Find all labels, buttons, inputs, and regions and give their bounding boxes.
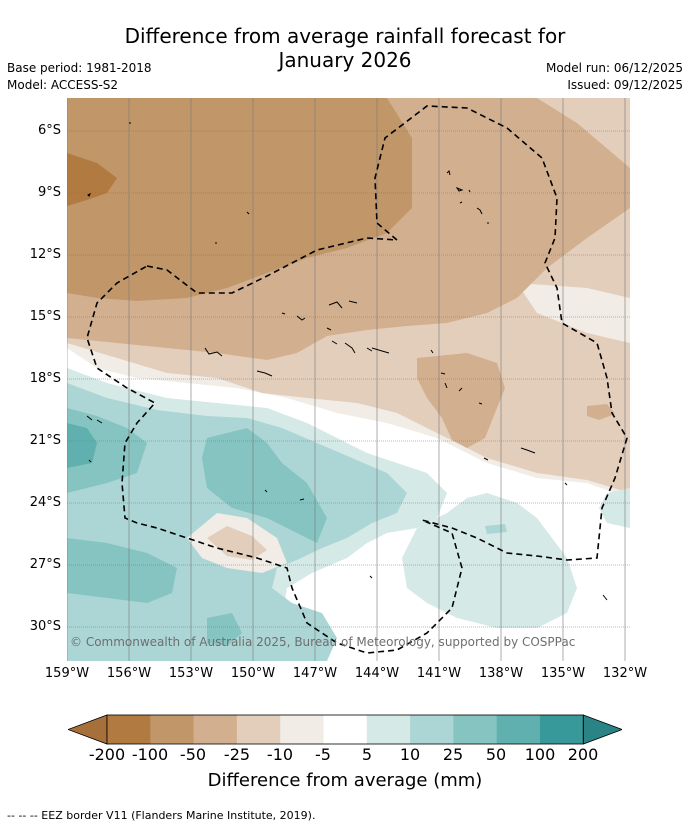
colorbar-segment: [540, 715, 584, 744]
wet-patch-50-southwest: [67, 538, 177, 603]
map-title: Difference from average rainfall forecas…: [0, 24, 690, 72]
lon-label-156w: 156°W: [106, 666, 152, 681]
colorbar-segment: [236, 715, 281, 744]
colorbar-title: Difference from average (mm): [207, 770, 483, 791]
cb-label-plus-50: 50: [485, 745, 507, 764]
lat-label-21s: 21°S: [29, 433, 61, 448]
colorbar-segment: [453, 715, 498, 744]
lat-label-27s: 27°S: [29, 557, 61, 572]
islands: [86, 122, 608, 601]
colorbar-frame: [106, 714, 584, 745]
lat-label-15s: 15°S: [29, 309, 61, 324]
colorbar-segment: [323, 715, 368, 744]
cb-label-minus-10: -10: [266, 745, 294, 764]
title-line-2: January 2026: [278, 48, 412, 72]
lon-label-153w: 153°W: [168, 666, 214, 681]
lat-label-6s: 6°S: [37, 123, 61, 138]
eez-legend-note: -- -- -- EEZ border V11 (Flanders Marine…: [7, 809, 316, 822]
model-run-date: Model run: 06/12/2025: [545, 61, 683, 75]
cb-label-minus-200: -200: [88, 745, 126, 764]
lat-label-18s: 18°S: [29, 371, 61, 386]
cb-label-plus-200: 200: [567, 745, 599, 764]
lat-label-9s: 9°S: [37, 185, 61, 200]
colorbar-segment: [280, 715, 324, 744]
cb-label-minus-25: -25: [223, 745, 251, 764]
colorbar-segment: [193, 715, 238, 744]
lon-label-138w: 138°W: [478, 666, 524, 681]
lat-label-24s: 24°S: [29, 495, 61, 510]
graticule: [67, 98, 630, 661]
colorbar-segment: [410, 715, 454, 744]
lon-label-144w: 144°W: [354, 666, 400, 681]
lon-label-135w: 135°W: [540, 666, 586, 681]
wet-patch-25-east: [485, 524, 507, 534]
colorbar-extend-high: [582, 714, 622, 745]
cb-label-plus-25: 25: [442, 745, 464, 764]
lon-label-150w: 150°W: [230, 666, 276, 681]
lon-label-132w: 132°W: [602, 666, 648, 681]
lon-label-141w: 141°W: [416, 666, 462, 681]
lat-label-12s: 12°S: [29, 247, 61, 262]
dry-band-minus-100: [67, 98, 412, 301]
issued-date: Issued: 09/12/2025: [567, 78, 683, 92]
wet-patch-50-south: [207, 613, 242, 646]
eez-border: [86, 105, 628, 654]
wet-patch-50-center: [202, 428, 327, 543]
copyright-notice: © Commonwealth of Australia 2025, Bureau…: [70, 635, 575, 649]
cb-label-plus-100: 100: [524, 745, 556, 764]
cb-label-minus-50: -50: [179, 745, 207, 764]
wet-patch-100: [67, 423, 97, 468]
cb-label-plus-10: 10: [399, 745, 421, 764]
dry-patch-far-east: [587, 404, 615, 420]
colorbar-extend-low: [68, 714, 108, 745]
model-name: Model: ACCESS-S2: [7, 78, 119, 92]
colorbar: [68, 714, 622, 745]
rainfall-map: © Commonwealth of Australia 2025, Bureau…: [67, 98, 630, 661]
title-line-1: Difference from average rainfall forecas…: [124, 24, 566, 48]
colorbar-segment: [366, 715, 411, 744]
model-info: Base period: 1981-2018 Model: ACCESS-S2: [7, 60, 152, 94]
cb-label-minus-5: -5: [315, 745, 331, 764]
lon-label-147w: 147°W: [292, 666, 338, 681]
colorbar-segment: [107, 715, 151, 744]
cb-label-plus-5: 5: [361, 745, 373, 764]
colorbar-segment: [150, 715, 195, 744]
base-period: Base period: 1981-2018: [7, 61, 152, 75]
colorbar-segment: [496, 715, 541, 744]
dry-pocket-core: [207, 526, 267, 560]
cb-label-minus-100: -100: [131, 745, 169, 764]
lat-label-30s: 30°S: [29, 619, 61, 634]
lon-label-159w: 159°W: [44, 666, 90, 681]
run-info: Model run: 06/12/2025 Issued: 09/12/2025: [546, 60, 683, 94]
